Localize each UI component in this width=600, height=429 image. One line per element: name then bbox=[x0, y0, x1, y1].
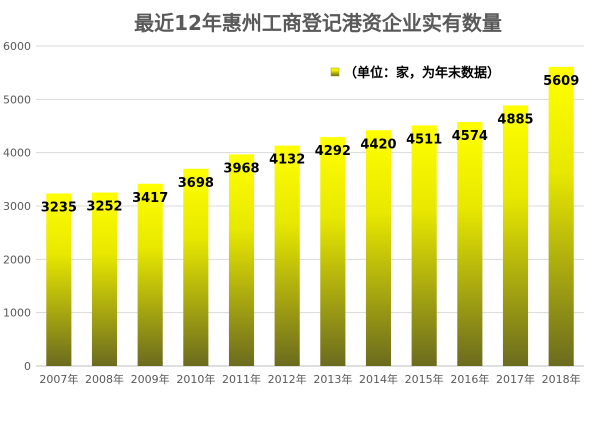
bar bbox=[46, 193, 72, 366]
data-labels: 3235 3252 3417 3698 3968 4132 4292 4420 4511 4574… bbox=[41, 74, 580, 216]
data-label: 4574 bbox=[452, 129, 488, 144]
x-axis-ticks: 2007年 2008年 2009年 2010年 2011年 2012年 2013年 2014年… bbox=[39, 372, 580, 386]
bars bbox=[46, 66, 574, 366]
bar bbox=[457, 122, 483, 366]
bar bbox=[320, 137, 346, 366]
data-label: 4420 bbox=[360, 137, 396, 152]
x-tick-label: 2016年 bbox=[450, 372, 489, 386]
data-label: 3235 bbox=[41, 200, 77, 215]
gridlines bbox=[36, 45, 584, 367]
x-tick-label: 2017年 bbox=[496, 372, 535, 386]
chart-title: 最近12年惠州工商登记港资企业实有数量 bbox=[134, 11, 502, 35]
y-tick-label: 5000 bbox=[3, 93, 31, 106]
x-tick-label: 2010年 bbox=[176, 372, 215, 386]
legend-swatch bbox=[330, 67, 340, 77]
x-tick-label: 2013年 bbox=[313, 372, 352, 386]
data-label: 4132 bbox=[269, 153, 305, 168]
x-tick-label: 2014年 bbox=[359, 372, 398, 386]
y-tick-label: 4000 bbox=[3, 147, 31, 160]
bar bbox=[411, 125, 437, 366]
bar bbox=[228, 154, 255, 366]
x-tick-label: 2018年 bbox=[542, 372, 581, 386]
legend: （单位：家，为年末数据） bbox=[330, 65, 500, 81]
y-tick-label: 2000 bbox=[3, 253, 31, 266]
data-label: 3417 bbox=[132, 191, 168, 206]
y-tick-label: 1000 bbox=[3, 307, 31, 320]
data-label: 4511 bbox=[406, 132, 442, 147]
bar bbox=[365, 130, 392, 366]
y-tick-label: 6000 bbox=[3, 40, 31, 53]
x-tick-label: 2011年 bbox=[222, 372, 261, 386]
y-tick-label: 3000 bbox=[3, 200, 31, 213]
bar bbox=[502, 105, 529, 366]
bar bbox=[91, 192, 118, 366]
legend-label: （单位：家，为年末数据） bbox=[344, 65, 500, 81]
bar bbox=[137, 183, 163, 366]
bar bbox=[183, 168, 209, 366]
data-label: 5609 bbox=[543, 74, 579, 89]
data-label: 3252 bbox=[86, 200, 122, 215]
x-tick-label: 2015年 bbox=[405, 372, 444, 386]
data-label: 4292 bbox=[315, 144, 351, 159]
bar bbox=[548, 66, 574, 366]
bar bbox=[274, 145, 300, 366]
y-axis-ticks: 0 1000 2000 3000 4000 5000 6000 bbox=[3, 40, 31, 373]
x-tick-label: 2008年 bbox=[85, 372, 124, 386]
data-label: 3968 bbox=[223, 161, 259, 176]
x-tick-label: 2007年 bbox=[39, 372, 78, 386]
y-tick-label: 0 bbox=[24, 360, 31, 373]
data-label: 4885 bbox=[497, 112, 533, 127]
x-tick-label: 2012年 bbox=[268, 372, 307, 386]
data-label: 3698 bbox=[178, 176, 214, 191]
x-tick-label: 2009年 bbox=[131, 372, 170, 386]
